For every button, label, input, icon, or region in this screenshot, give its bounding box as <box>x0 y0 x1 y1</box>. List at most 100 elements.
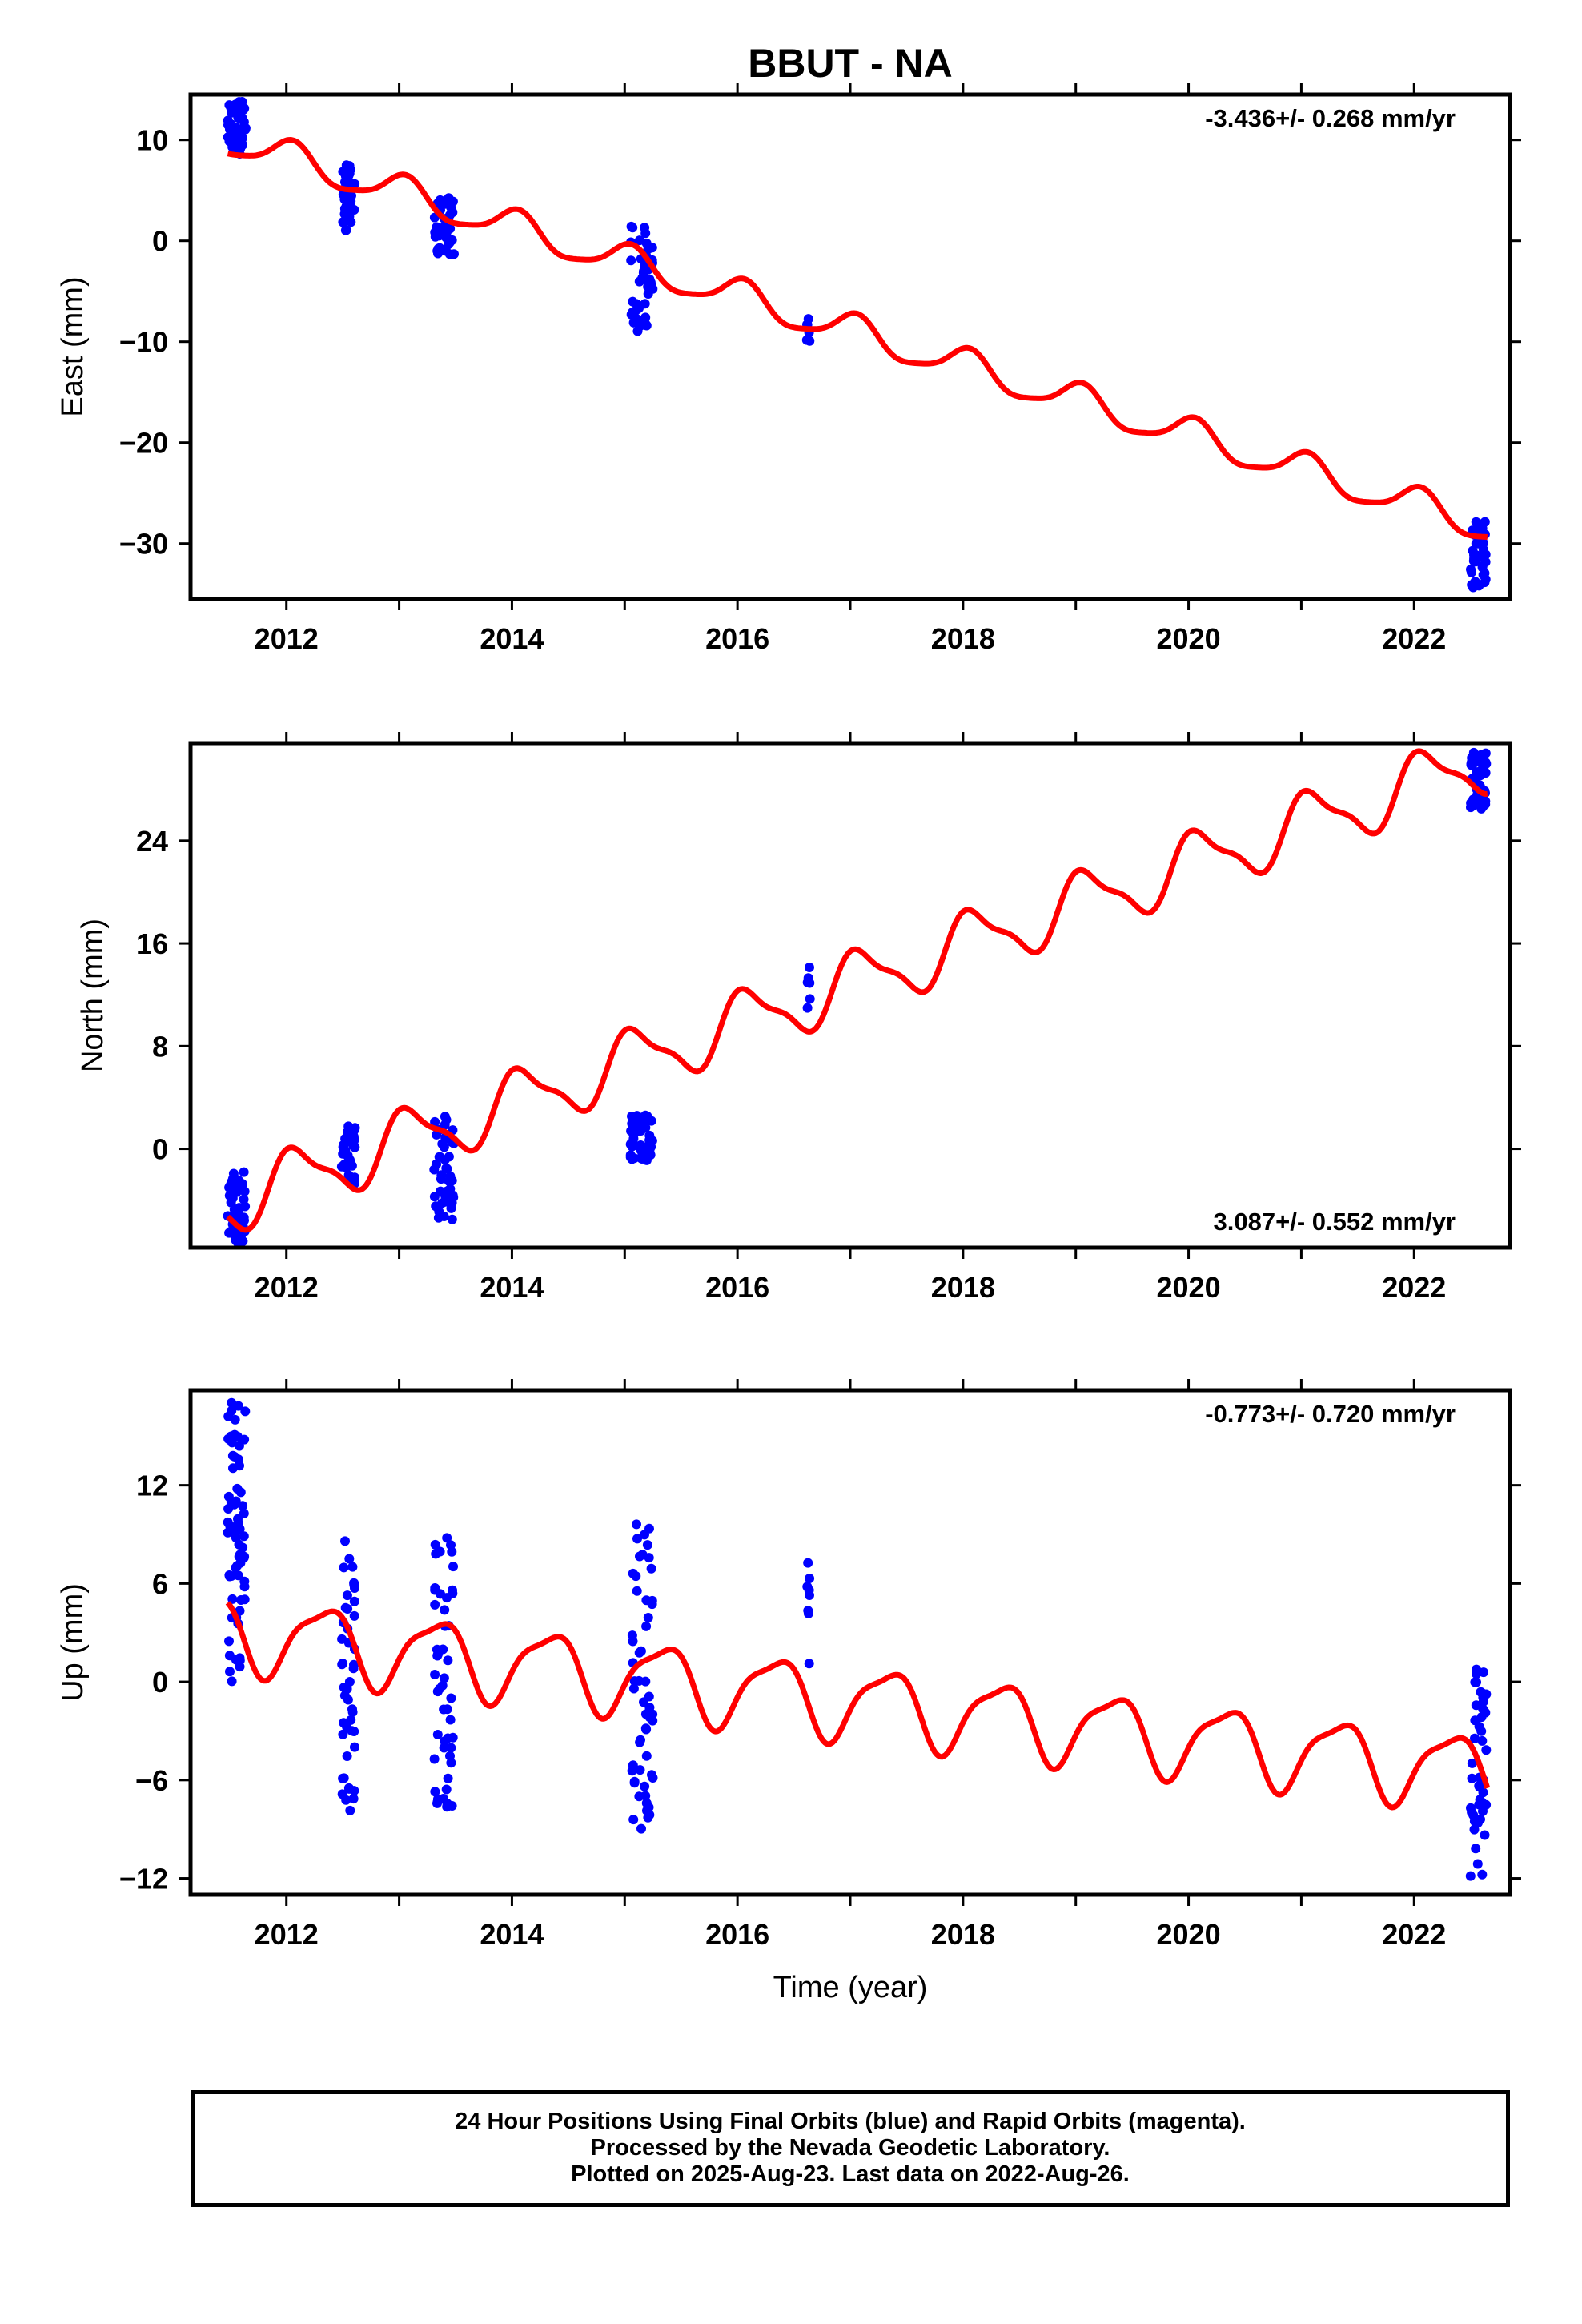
up-data-point <box>337 1659 347 1670</box>
up-data-point <box>227 1437 237 1448</box>
up-data-point <box>224 1636 234 1647</box>
up-data-point <box>805 1574 815 1583</box>
up-data-point <box>628 1636 638 1647</box>
up-data-point <box>643 1812 653 1823</box>
up-data-point <box>804 1659 814 1669</box>
up-data-point <box>240 1406 251 1417</box>
east-data-point <box>628 317 639 328</box>
up-data-point <box>349 1610 359 1621</box>
north-data-point <box>236 1236 247 1246</box>
east-data-point <box>439 222 449 232</box>
north-data-point <box>1476 750 1487 760</box>
up-data-point <box>644 1553 654 1563</box>
up-data-point <box>224 1570 235 1580</box>
up-data-point <box>432 1730 443 1739</box>
up-data-point <box>432 1651 443 1661</box>
up-data-point <box>1467 1758 1477 1768</box>
north-data-point <box>646 1116 656 1126</box>
caption-line-3: Plotted on 2025-Aug-23. Last data on 202… <box>571 2161 1130 2187</box>
up-data-point <box>225 1667 235 1677</box>
north-data-point <box>436 1170 447 1180</box>
north-data-point <box>1480 799 1491 810</box>
north-data-point <box>636 1140 646 1150</box>
east-x-tick-label: 2016 <box>705 622 769 655</box>
up-data-point <box>442 1533 452 1543</box>
north-data-point <box>231 1187 242 1197</box>
up-data-point <box>238 1542 248 1553</box>
east-data-point <box>1468 582 1478 593</box>
north-model-curve <box>226 748 1489 1233</box>
up-data-point <box>430 1583 440 1593</box>
up-data-point <box>342 1751 352 1761</box>
up-rate-label: -0.773+/- 0.720 mm/yr <box>1205 1400 1456 1428</box>
east-data-point <box>1477 561 1488 571</box>
east-data-point <box>1477 537 1488 547</box>
up-data-point <box>345 1805 355 1815</box>
north-data-point <box>629 1153 640 1164</box>
up-data-points <box>223 1397 1492 1881</box>
caption-line-2: Processed by the Nevada Geodetic Laborat… <box>590 2135 1110 2161</box>
up-frame <box>188 1388 1512 1897</box>
north-data-point <box>644 1145 655 1156</box>
north-data-point <box>439 1212 449 1221</box>
up-y-tick-label: −6 <box>135 1764 168 1797</box>
east-data-point <box>433 248 443 259</box>
east-data-point <box>1476 550 1487 561</box>
up-data-point <box>430 1599 440 1610</box>
east-data-point <box>1476 519 1487 529</box>
up-data-point <box>445 1751 455 1761</box>
north-data-point <box>239 1167 249 1177</box>
up-data-point <box>635 1551 644 1562</box>
up-data-point <box>628 1568 638 1578</box>
up-data-point <box>1473 1818 1483 1828</box>
east-y-tick-label: −20 <box>119 427 168 460</box>
north-data-point <box>350 1142 360 1152</box>
east-data-point <box>347 191 356 201</box>
north-data-point <box>445 1171 456 1181</box>
up-data-point <box>644 1712 655 1723</box>
north-data-point <box>1472 794 1482 804</box>
up-data-point <box>632 1519 641 1530</box>
up-data-point <box>233 1401 243 1411</box>
north-x-tick-label: 2016 <box>705 1271 769 1304</box>
up-data-point <box>349 1580 359 1590</box>
up-data-point <box>1471 1700 1481 1711</box>
up-data-point <box>239 1508 249 1518</box>
north-data-point <box>436 1186 446 1196</box>
up-data-point <box>430 1539 440 1550</box>
up-data-point <box>350 1742 359 1752</box>
up-data-point <box>636 1823 646 1834</box>
up-data-point <box>349 1659 359 1670</box>
east-data-point <box>349 205 359 215</box>
up-data-point <box>1465 1871 1476 1881</box>
east-y-tick-label: 0 <box>152 225 168 258</box>
up-data-point <box>337 1634 347 1644</box>
up-y-tick-label: −12 <box>119 1863 168 1896</box>
caption-box: 24 Hour Positions Using Final Orbits (bl… <box>191 2090 1510 2207</box>
up-data-point <box>446 1743 456 1753</box>
north-data-point <box>440 1155 450 1165</box>
north-data-point <box>231 1208 241 1219</box>
east-data-point <box>338 217 348 227</box>
north-data-point <box>239 1194 249 1204</box>
up-data-point <box>627 1766 637 1776</box>
up-data-point <box>447 1546 457 1557</box>
up-data-point <box>441 1784 452 1795</box>
north-data-point <box>447 1198 457 1208</box>
up-data-point <box>1480 1830 1490 1840</box>
up-data-point <box>640 1781 650 1791</box>
east-data-point <box>626 255 636 266</box>
up-data-point <box>347 1707 358 1717</box>
up-data-point <box>223 1491 234 1502</box>
north-x-tick-label: 2022 <box>1382 1271 1446 1304</box>
north-data-point <box>805 963 814 972</box>
east-data-point <box>449 249 459 259</box>
up-data-point <box>635 1737 645 1747</box>
up-data-point <box>429 1754 440 1764</box>
east-model-curve <box>227 137 1489 540</box>
north-data-point <box>1468 747 1479 758</box>
north-data-point <box>632 1111 642 1121</box>
up-data-point <box>339 1683 349 1692</box>
up-data-point <box>437 1680 448 1691</box>
